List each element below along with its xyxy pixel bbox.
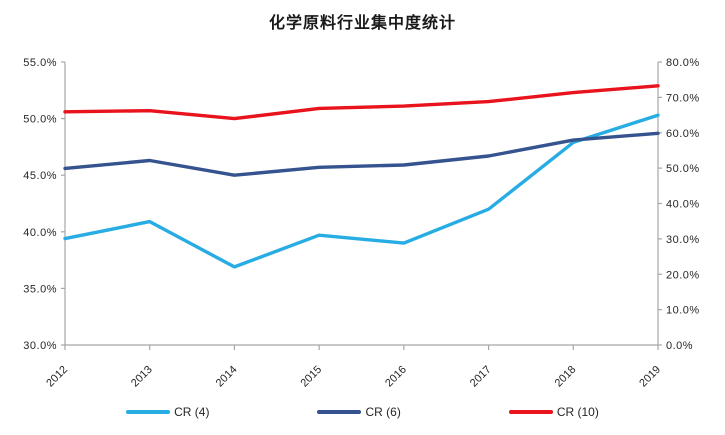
cr4-line-swatch xyxy=(126,410,171,414)
legend-item-cr6: CR (6) xyxy=(317,405,401,419)
series-line-cr4 xyxy=(63,113,660,269)
right-axis-tick-label: 0.0% xyxy=(666,340,693,352)
legend-label-cr6: CR (6) xyxy=(365,405,401,419)
x-axis-tick-label: 2014 xyxy=(214,364,240,390)
legend-item-cr4: CR (4) xyxy=(126,405,209,419)
cr6-line-swatch xyxy=(317,410,362,414)
x-axis-tick-label: 2015 xyxy=(298,364,324,390)
left-axis-tick-label: 30.0% xyxy=(23,340,57,352)
cr10-line-swatch xyxy=(508,410,553,414)
x-axis-tick-label: 2016 xyxy=(383,364,409,390)
right-axis-tick-label: 20.0% xyxy=(666,269,700,281)
x-axis-tick-label: 2013 xyxy=(129,364,155,390)
legend-item-cr10: CR (10) xyxy=(508,405,599,419)
legend-label-cr4: CR (4) xyxy=(174,405,210,419)
x-axis-tick-label: 2018 xyxy=(553,364,579,390)
right-axis-tick-label: 70.0% xyxy=(666,92,700,104)
x-axis-tick-label: 2012 xyxy=(44,364,70,390)
right-axis-tick-label: 80.0% xyxy=(666,57,700,69)
right-axis-tick-label: 10.0% xyxy=(666,305,700,317)
left-axis-tick-label: 35.0% xyxy=(23,283,57,295)
left-axis-tick-label: 50.0% xyxy=(23,114,57,126)
legend-label-cr10: CR (10) xyxy=(556,405,599,419)
left-axis-tick-label: 40.0% xyxy=(23,227,57,239)
series-line-cr10 xyxy=(63,84,660,121)
x-axis-tick-label: 2019 xyxy=(637,364,663,390)
legend: CR (4) CR (6) CR (10) xyxy=(0,405,725,419)
x-axis-tick-label: 2017 xyxy=(468,364,494,390)
left-axis-tick-label: 45.0% xyxy=(23,170,57,182)
right-axis-tick-label: 30.0% xyxy=(666,234,700,246)
left-axis-tick-label: 55.0% xyxy=(23,57,57,69)
chart-title: 化学原料行业集中度统计 xyxy=(268,15,456,32)
right-axis-tick-label: 60.0% xyxy=(666,128,700,140)
series-line-cr6 xyxy=(63,131,660,177)
right-axis-tick-label: 40.0% xyxy=(666,199,700,211)
right-axis-tick-label: 50.0% xyxy=(666,163,700,175)
